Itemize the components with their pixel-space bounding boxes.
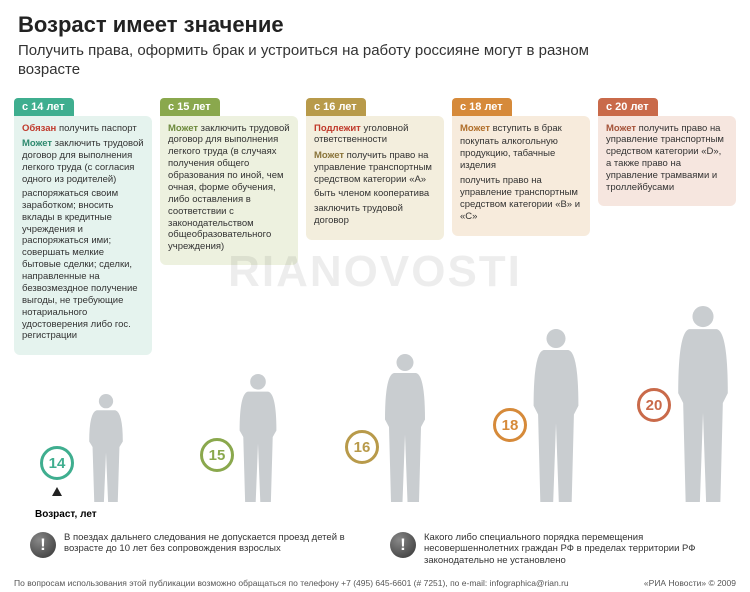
section-label: Может вступить в брак bbox=[460, 123, 582, 135]
footer: По вопросам использования этой публикаци… bbox=[0, 578, 750, 588]
age-badge-15: 15 bbox=[200, 438, 234, 472]
section-text: покупать алкогольную продукцию, табачные… bbox=[460, 136, 582, 172]
age-card: Обязан получить паспорт Может заключить т… bbox=[14, 116, 152, 356]
age-card: Может получить право на управление транс… bbox=[598, 116, 736, 206]
page-subtitle: Получить права, оформить брак и устроить… bbox=[18, 42, 638, 80]
footnotes: ! В поездах дальнего следования не допус… bbox=[0, 532, 750, 566]
section-label: Может заключить трудовой договор для вып… bbox=[168, 123, 290, 254]
section-label: Подлежит уголовной ответственности bbox=[314, 123, 436, 147]
footnote-2: ! Какого либо специального порядка перем… bbox=[390, 532, 720, 566]
page-title: Возраст имеет значение bbox=[18, 12, 732, 38]
age-tab: с 18 лет bbox=[452, 98, 512, 116]
age-badge-14: 14 bbox=[40, 446, 74, 480]
age-column-18: с 18 летМожет вступить в бракпокупать ал… bbox=[452, 98, 590, 236]
footnote-1: ! В поездах дальнего следования не допус… bbox=[30, 532, 360, 566]
section-label: Может заключить трудовой договор для вып… bbox=[22, 138, 144, 186]
person-silhouette bbox=[85, 392, 127, 502]
age-card: Может вступить в бракпокупать алкогольну… bbox=[452, 116, 590, 236]
section-label: Обязан получить паспорт bbox=[22, 123, 144, 135]
alert-icon: ! bbox=[390, 532, 416, 558]
age-badge-16: 16 bbox=[345, 430, 379, 464]
axis-arrow-icon bbox=[52, 487, 62, 496]
section-label: Может получить право на управление транс… bbox=[314, 150, 436, 186]
footnote-text: Какого либо специального порядка перемещ… bbox=[424, 532, 720, 566]
age-column-14: с 14 лет Обязан получить паспорт Может зак… bbox=[14, 98, 152, 356]
person-silhouette bbox=[235, 372, 281, 502]
alert-icon: ! bbox=[30, 532, 56, 558]
age-column-15: с 15 лет Может заключить трудовой договор… bbox=[160, 98, 298, 266]
section-label: Может получить право на управление транс… bbox=[606, 123, 728, 194]
age-card: Подлежит уголовной ответственности Может … bbox=[306, 116, 444, 240]
age-column-16: с 16 летПодлежит уголовной ответственнос… bbox=[306, 98, 444, 240]
footer-contact: По вопросам использования этой публикаци… bbox=[14, 578, 569, 588]
age-columns: с 14 лет Обязан получить паспорт Может зак… bbox=[0, 86, 750, 356]
section-text: получить право на управление транспортны… bbox=[460, 175, 582, 223]
age-tab: с 14 лет bbox=[14, 98, 74, 116]
age-badge-18: 18 bbox=[493, 408, 527, 442]
footer-copyright: «РИА Новости» © 2009 bbox=[644, 578, 736, 588]
age-card: Может заключить трудовой договор для вып… bbox=[160, 116, 298, 266]
age-tab: с 15 лет bbox=[160, 98, 220, 116]
section-text: заключить трудовой договор bbox=[314, 203, 436, 227]
section-text: быть членом кооператива bbox=[314, 188, 436, 200]
age-tab: с 16 лет bbox=[306, 98, 366, 116]
age-tab: с 20 лет bbox=[598, 98, 658, 116]
section-text: распоряжаться своим заработком; вносить … bbox=[22, 188, 144, 342]
age-badge-20: 20 bbox=[637, 388, 671, 422]
header: Возраст имеет значение Получить права, о… bbox=[0, 0, 750, 86]
footnote-text: В поездах дальнего следования не допуска… bbox=[64, 532, 360, 555]
person-silhouette bbox=[380, 352, 430, 502]
age-column-20: с 20 лет Может получить право на управлен… bbox=[598, 98, 736, 206]
axis-label: Возраст, лет bbox=[35, 509, 97, 520]
